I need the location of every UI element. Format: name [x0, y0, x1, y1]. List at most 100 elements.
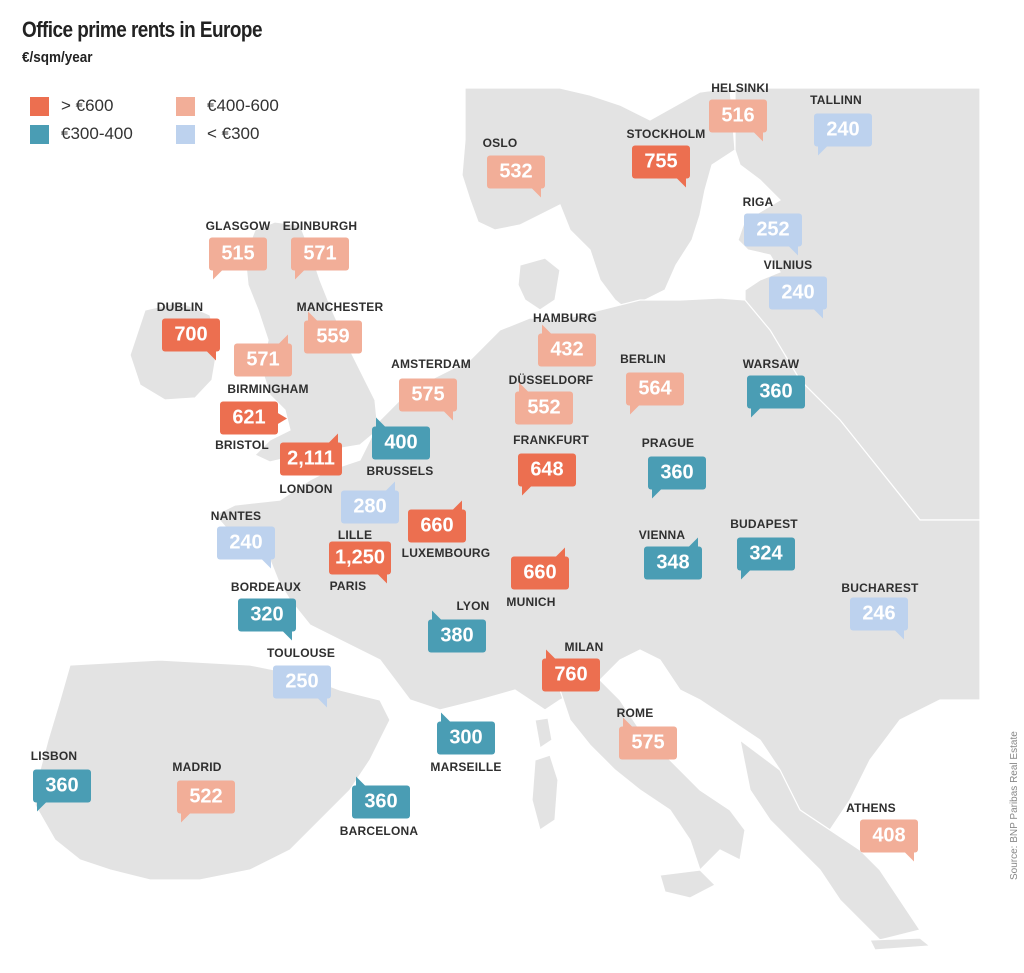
- badge-pointer: [519, 382, 529, 393]
- city-label-stockholm: STOCKHOLM: [626, 127, 706, 141]
- badge-pointer: [377, 573, 387, 584]
- rent-badge-bristol: 621: [220, 401, 287, 435]
- rent-badge-toulouse: 250: [273, 665, 331, 708]
- rent-value: 360: [759, 380, 793, 403]
- city-label-d-sseldorf: DÜSSELDORF: [508, 373, 594, 387]
- badge-pointer: [818, 145, 828, 156]
- sicily-land: [659, 869, 717, 899]
- city-label-amsterdam: AMSTERDAM: [391, 357, 471, 371]
- rent-value: 660: [523, 561, 557, 584]
- badge-pointer: [295, 269, 305, 280]
- rent-badge-vienna: 348: [644, 537, 702, 580]
- rent-badge-vilnius: 240: [769, 276, 827, 319]
- rent-value: 300: [449, 726, 483, 749]
- city-label-lyon: LYON: [456, 599, 490, 613]
- rent-badge-edinburgh: 571: [291, 237, 349, 280]
- rent-value: 515: [221, 242, 255, 265]
- city-label-lille: LILLE: [337, 528, 373, 542]
- badge-pointer: [328, 433, 338, 444]
- rent-value: 760: [554, 663, 588, 686]
- badge-pointer: [317, 697, 327, 708]
- rent-badge-brussels: 400: [372, 417, 430, 460]
- badge-pointer: [676, 177, 686, 188]
- rent-value: 320: [250, 603, 284, 626]
- badge-pointer: [522, 485, 532, 496]
- city-label-prague: PRAGUE: [641, 436, 695, 450]
- city-label-brussels: BRUSSELS: [366, 464, 434, 478]
- badge-pointer: [181, 812, 191, 823]
- rent-badge-munich: 660: [511, 547, 569, 590]
- badge-pointer: [356, 776, 366, 787]
- badge-pointer: [788, 245, 798, 256]
- rent-badge-stockholm: 755: [632, 145, 690, 188]
- rent-badge-lyon: 380: [428, 610, 486, 653]
- city-label-rome: ROME: [616, 706, 654, 720]
- rent-value: 522: [189, 785, 223, 808]
- badge-pointer: [452, 500, 462, 511]
- city-label-athens: ATHENS: [846, 801, 896, 815]
- rent-value: 240: [826, 118, 860, 141]
- rent-value: 532: [499, 160, 533, 183]
- badge-pointer: [753, 131, 763, 142]
- badge-pointer: [37, 801, 47, 812]
- city-label-riga: RIGA: [742, 195, 774, 209]
- city-label-helsinki: HELSINKI: [711, 81, 769, 95]
- scandinavia-land: [461, 87, 736, 313]
- badge-pointer: [206, 350, 216, 361]
- rent-badge-paris: 1,250: [329, 541, 391, 584]
- rent-value: 575: [631, 731, 665, 754]
- badge-pointer: [376, 417, 386, 428]
- badge-pointer: [813, 308, 823, 319]
- city-label-luxembourg: LUXEMBOURG: [401, 546, 491, 560]
- badge-pointer: [542, 324, 552, 335]
- city-label-frankfurt: FRANKFURT: [513, 433, 589, 447]
- rent-badge-nantes: 240: [217, 526, 275, 569]
- rent-value: 552: [527, 396, 561, 419]
- rent-badge-warsaw: 360: [747, 375, 805, 418]
- rent-value: 246: [862, 602, 896, 625]
- rent-badge-luxembourg: 660: [408, 500, 466, 543]
- badge-pointer: [741, 569, 751, 580]
- city-label-manchester: MANCHESTER: [296, 300, 384, 314]
- badge-pointer: [385, 481, 395, 492]
- corsica-land: [534, 717, 553, 750]
- legend-item: < €300: [176, 124, 259, 144]
- badge-pointer: [308, 311, 318, 322]
- city-label-vilnius: VILNIUS: [763, 258, 813, 272]
- crete-land: [869, 937, 932, 951]
- city-label-budapest: BUDAPEST: [730, 517, 798, 531]
- rent-badge-d-sseldorf: 552: [515, 382, 573, 425]
- city-label-birmingham: BIRMINGHAM: [227, 382, 309, 396]
- rent-badge-prague: 360: [648, 456, 706, 499]
- city-label-edinburgh: EDINBURGH: [282, 219, 358, 233]
- legend-swatch: [176, 124, 195, 144]
- rent-value: 1,250: [334, 546, 386, 569]
- rent-badge-riga: 252: [744, 213, 802, 256]
- rent-value: 559: [316, 325, 350, 348]
- legend-swatch: [176, 96, 195, 116]
- denmark-land: [517, 257, 561, 311]
- badge-pointer: [432, 610, 442, 621]
- legend-label: €400-600: [207, 96, 279, 115]
- badge-pointer: [282, 630, 292, 641]
- city-label-bordeaux: BORDEAUX: [230, 580, 302, 594]
- city-label-bristol: BRISTOL: [215, 438, 269, 452]
- rent-badge-rome: 575: [619, 717, 677, 760]
- legend-swatch: [30, 96, 49, 116]
- rent-value: 621: [232, 406, 266, 429]
- city-label-tallinn: TALLINN: [810, 93, 862, 107]
- city-label-bucharest: BUCHAREST: [841, 581, 919, 595]
- badge-pointer: [277, 412, 287, 425]
- rent-value: 240: [781, 281, 815, 304]
- rent-value: 571: [246, 348, 280, 371]
- legend-swatch: [30, 124, 49, 144]
- rent-value: 660: [420, 514, 454, 537]
- rent-badge-marseille: 300: [437, 712, 495, 755]
- rent-value: 700: [174, 323, 208, 346]
- rent-badge-amsterdam: 575: [399, 378, 457, 421]
- rent-badge-budapest: 324: [737, 537, 795, 580]
- rent-badge-dublin: 700: [162, 318, 220, 361]
- rent-badge-milan: 760: [542, 649, 600, 692]
- rent-value: 571: [303, 242, 337, 265]
- badge-pointer: [213, 269, 223, 280]
